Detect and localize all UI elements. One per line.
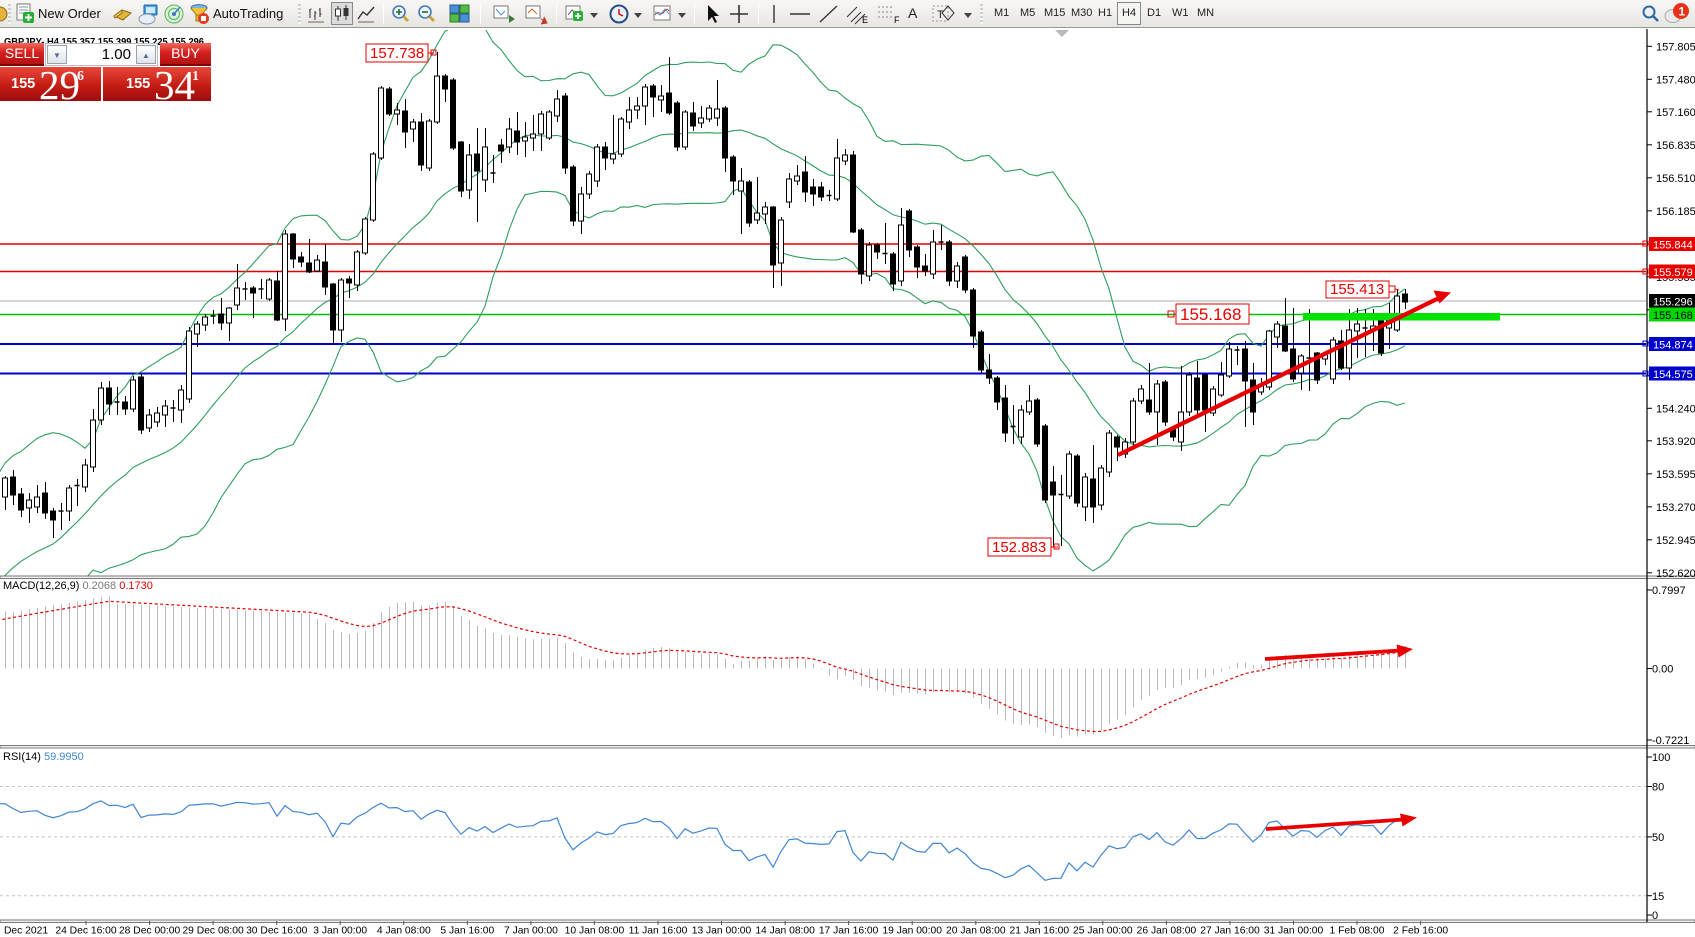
svg-text:5 Jan 16:00: 5 Jan 16:00 xyxy=(440,926,494,937)
svg-text:156.510: 156.510 xyxy=(1656,173,1695,185)
svg-text:0: 0 xyxy=(1652,910,1658,922)
svg-text:152.883: 152.883 xyxy=(992,539,1046,556)
svg-text:25 Jan 00:00: 25 Jan 00:00 xyxy=(1073,926,1133,937)
svg-text:29 Dec 08:00: 29 Dec 08:00 xyxy=(182,926,244,937)
svg-text:Dec 2021: Dec 2021 xyxy=(4,926,48,937)
svg-text:30 Dec 16:00: 30 Dec 16:00 xyxy=(246,926,308,937)
svg-text:0.7997: 0.7997 xyxy=(1652,585,1686,597)
svg-text:-0.7221: -0.7221 xyxy=(1652,735,1689,747)
svg-text:157.480: 157.480 xyxy=(1656,74,1695,86)
svg-text:152.945: 152.945 xyxy=(1656,535,1695,547)
svg-text:F: F xyxy=(894,15,900,25)
svg-text:157.805: 157.805 xyxy=(1656,41,1695,53)
svg-text:RSI(14) 59.9950: RSI(14) 59.9950 xyxy=(3,751,84,763)
svg-text:4 Jan 08:00: 4 Jan 08:00 xyxy=(377,926,431,937)
svg-text:154.575: 154.575 xyxy=(1653,369,1693,381)
svg-text:13 Jan 00:00: 13 Jan 00:00 xyxy=(692,926,752,937)
svg-text:T: T xyxy=(937,9,944,21)
svg-text:20 Jan 08:00: 20 Jan 08:00 xyxy=(946,926,1006,937)
svg-text:80: 80 xyxy=(1652,782,1664,794)
svg-text:153.595: 153.595 xyxy=(1656,469,1695,481)
svg-text:152.620: 152.620 xyxy=(1656,568,1695,580)
svg-text:7 Jan 00:00: 7 Jan 00:00 xyxy=(504,926,558,937)
svg-text:26 Jan 08:00: 26 Jan 08:00 xyxy=(1137,926,1197,937)
svg-text:1 Feb 08:00: 1 Feb 08:00 xyxy=(1330,926,1385,937)
svg-text:156.835: 156.835 xyxy=(1656,140,1695,152)
svg-text:155.296: 155.296 xyxy=(1653,297,1693,309)
svg-text:24 Dec 16:00: 24 Dec 16:00 xyxy=(55,926,117,937)
svg-text:155.168: 155.168 xyxy=(1180,305,1241,324)
svg-text:14 Jan 08:00: 14 Jan 08:00 xyxy=(755,926,815,937)
svg-text:2 Feb 16:00: 2 Feb 16:00 xyxy=(1393,926,1448,937)
svg-text:27 Jan 16:00: 27 Jan 16:00 xyxy=(1200,926,1260,937)
svg-text:157.160: 157.160 xyxy=(1656,107,1695,119)
svg-text:0.00: 0.00 xyxy=(1652,664,1673,676)
svg-text:28 Dec 00:00: 28 Dec 00:00 xyxy=(119,926,181,937)
svg-text:19 Jan 00:00: 19 Jan 00:00 xyxy=(882,926,942,937)
svg-text:50: 50 xyxy=(1652,832,1664,844)
svg-text:100: 100 xyxy=(1652,752,1670,764)
svg-text:MACD(12,26,9) 0.2068 0.1730: MACD(12,26,9) 0.2068 0.1730 xyxy=(3,580,153,592)
svg-text:10 Jan 08:00: 10 Jan 08:00 xyxy=(565,926,625,937)
svg-text:11 Jan 16:00: 11 Jan 16:00 xyxy=(629,926,688,937)
svg-text:155.413: 155.413 xyxy=(1330,281,1384,298)
svg-text:1: 1 xyxy=(1679,5,1686,19)
svg-text:155.579: 155.579 xyxy=(1653,267,1693,279)
svg-text:153.920: 153.920 xyxy=(1656,436,1695,448)
svg-text:3 Jan 00:00: 3 Jan 00:00 xyxy=(313,926,367,937)
svg-text:17 Jan 16:00: 17 Jan 16:00 xyxy=(819,926,879,937)
svg-text:154.874: 154.874 xyxy=(1653,340,1693,352)
svg-text:155.844: 155.844 xyxy=(1653,240,1693,252)
svg-text:21 Jan 16:00: 21 Jan 16:00 xyxy=(1010,926,1070,937)
svg-text:15: 15 xyxy=(1652,891,1664,903)
svg-text:E: E xyxy=(862,15,868,25)
svg-text:156.185: 156.185 xyxy=(1656,206,1695,218)
svg-text:153.270: 153.270 xyxy=(1656,502,1695,514)
svg-text:157.738: 157.738 xyxy=(370,45,424,62)
svg-text:GBPJPY-,H4 155.357 155.399 155: GBPJPY-,H4 155.357 155.399 155.225 155.2… xyxy=(4,37,204,48)
svg-text:31 Jan 00:00: 31 Jan 00:00 xyxy=(1264,926,1324,937)
svg-text:154.240: 154.240 xyxy=(1656,403,1695,415)
svg-text:155.168: 155.168 xyxy=(1653,310,1693,322)
